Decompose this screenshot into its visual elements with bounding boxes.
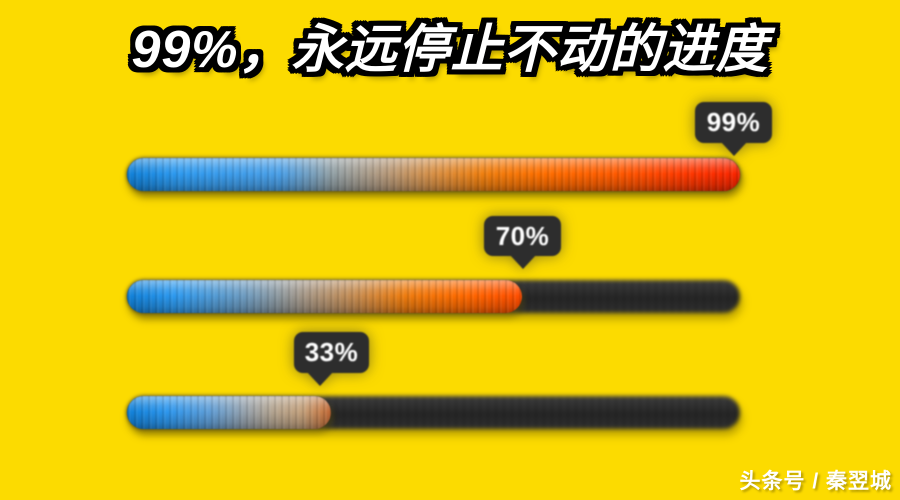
tooltip-3-label: 33% (304, 337, 359, 367)
tooltip-2-pointer-icon (509, 255, 536, 269)
tooltip-3-pointer-icon (306, 372, 333, 386)
watermark-credit: 头条号 / 秦翌城 (739, 470, 892, 493)
tooltip-1-label: 99% (706, 107, 761, 137)
progress-bar-3 (127, 396, 740, 429)
page-title: 99%，永远停止不动的进度 (131, 21, 769, 79)
progress-bar-2 (127, 280, 740, 313)
progress-bar-1 (127, 158, 740, 191)
tooltip-3: 33% (294, 332, 369, 386)
progress-fill-2 (127, 280, 523, 313)
progress-fill-1 (127, 158, 740, 191)
tooltip-1: 99% (695, 102, 772, 156)
tooltip-2: 70% (484, 216, 561, 269)
tooltip-2-label: 70% (495, 220, 550, 251)
progress-fill-3 (127, 396, 331, 429)
tooltip-1-pointer-icon (720, 142, 747, 156)
